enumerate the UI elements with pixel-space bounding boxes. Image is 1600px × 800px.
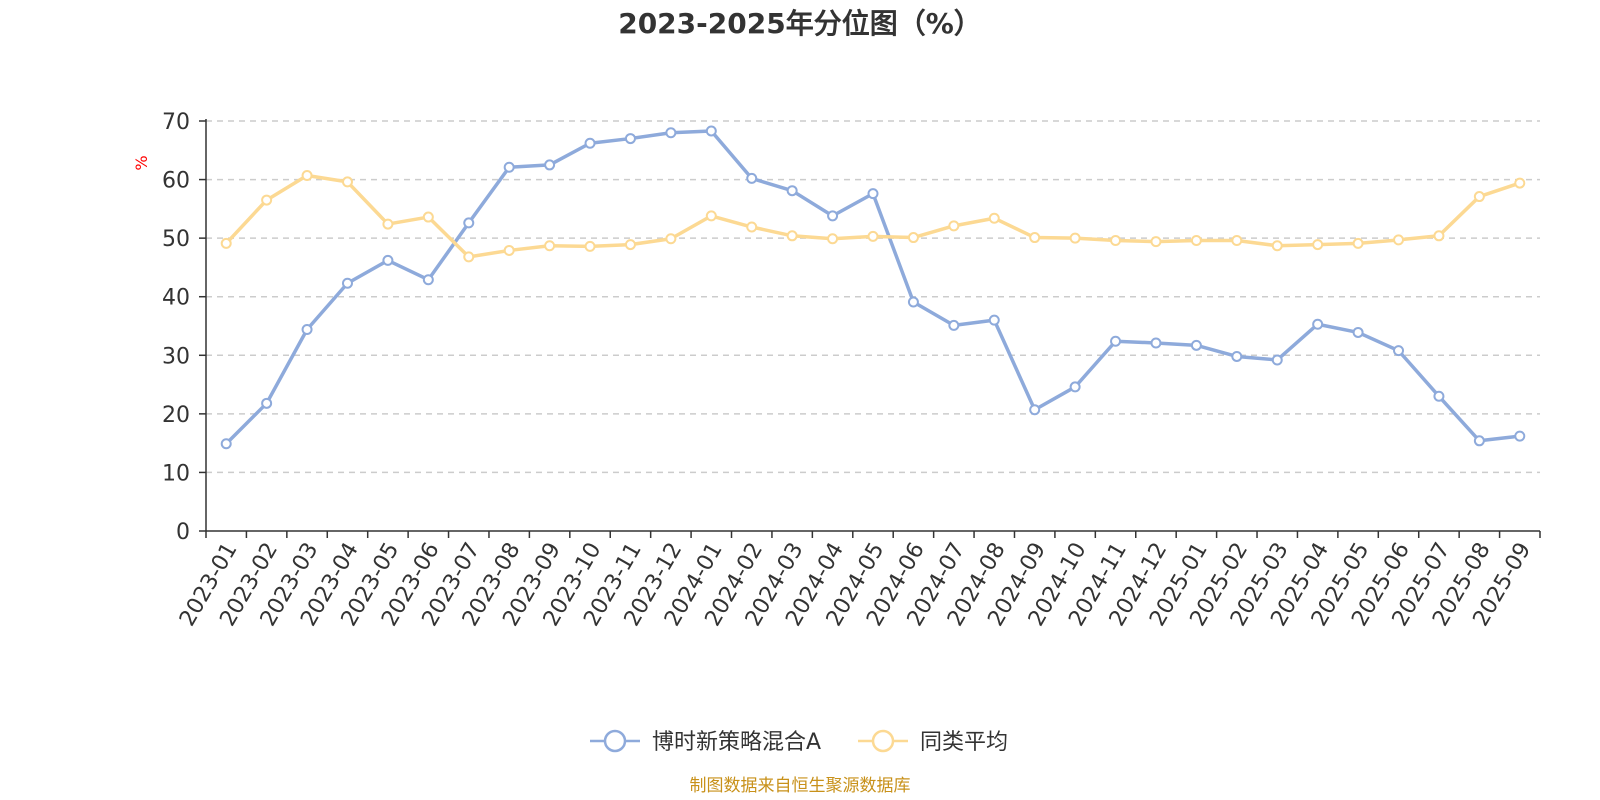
data-point[interactable] [544,240,556,252]
data-point[interactable] [827,210,839,222]
data-point[interactable] [1352,326,1364,338]
grid-lines [206,120,1540,474]
data-point[interactable] [1029,404,1041,416]
y-axis-unit-label: % [132,155,151,170]
data-point[interactable] [584,240,596,252]
data-point[interactable] [463,217,475,229]
data-point[interactable] [1069,232,1081,244]
legend-item-1[interactable]: 博时新策略混合A [590,729,821,755]
y-tick-label: 30 [162,344,190,369]
data-point[interactable] [341,176,353,188]
data-point[interactable] [948,319,960,331]
data-point[interactable] [301,169,313,181]
data-point[interactable] [1271,354,1283,366]
data-point[interactable] [584,137,596,149]
data-point[interactable] [220,438,232,450]
data-point[interactable] [261,194,273,206]
data-point[interactable] [786,185,798,197]
data-point[interactable] [827,233,839,245]
data-point[interactable] [463,251,475,263]
data-point[interactable] [1190,234,1202,246]
data-point[interactable] [867,230,879,242]
data-point[interactable] [1514,177,1526,189]
data-point[interactable] [948,220,960,232]
data-point[interactable] [746,221,758,233]
data-point[interactable] [705,210,717,222]
data-point[interactable] [220,237,232,249]
data-point[interactable] [988,314,1000,326]
y-tick-label: 40 [162,286,190,311]
data-point[interactable] [341,277,353,289]
legend-marker-icon [603,729,627,753]
y-tick-labels: 0 10 20 30 40 50 60 70 [162,110,190,545]
y-tick-label: 50 [162,227,190,252]
legend[interactable]: 博时新策略混合A 同类平均 [590,729,1008,755]
y-tick-label: 70 [162,110,190,135]
data-point[interactable] [422,274,434,286]
legend-label: 博时新策略混合A [652,730,821,755]
data-point[interactable] [1514,430,1526,442]
source-note: 制图数据来自恒生聚源数据库 [690,776,911,796]
data-point[interactable] [1312,239,1324,251]
data-point[interactable] [746,172,758,184]
legend-label: 同类平均 [920,730,1008,755]
data-point[interactable] [907,232,919,244]
data-point[interactable] [1150,337,1162,349]
y-tick-label: 10 [162,461,190,486]
data-point[interactable] [422,211,434,223]
data-point[interactable] [503,244,515,256]
data-point[interactable] [261,397,273,409]
data-point[interactable] [1110,335,1122,347]
data-point[interactable] [907,296,919,308]
x-tick-labels: 2023-012023-022023-032023-042023-052023-… [175,539,1536,631]
data-point[interactable] [382,254,394,266]
legend-marker-icon [871,729,895,753]
axes [199,119,1541,538]
series-line-2 [224,173,1522,259]
data-point[interactable] [1150,236,1162,248]
data-point[interactable] [1433,390,1445,402]
data-point[interactable] [665,127,677,139]
data-point[interactable] [624,133,636,145]
data-point[interactable] [1433,230,1445,242]
data-point[interactable] [503,161,515,173]
data-point[interactable] [382,218,394,230]
data-point[interactable] [1110,234,1122,246]
chart-title: 2023-2025年分位图（%） [618,7,982,40]
data-point[interactable] [1352,237,1364,249]
data-point[interactable] [1190,339,1202,351]
data-point[interactable] [1069,381,1081,393]
data-point[interactable] [1231,234,1243,246]
data-point[interactable] [665,233,677,245]
data-point[interactable] [624,239,636,251]
legend-item-2[interactable]: 同类平均 [858,729,1008,755]
data-point[interactable] [1029,232,1041,244]
data-point[interactable] [1473,435,1485,447]
data-point[interactable] [1393,234,1405,246]
data-point[interactable] [301,324,313,336]
data-point[interactable] [1473,191,1485,203]
data-point[interactable] [786,230,798,242]
y-tick-label: 60 [162,169,190,194]
data-point[interactable] [544,159,556,171]
data-point[interactable] [1271,240,1283,252]
series-lines [220,125,1526,450]
series-line-1 [224,129,1522,446]
data-point[interactable] [1393,345,1405,357]
data-point[interactable] [705,125,717,137]
data-point[interactable] [1231,350,1243,362]
data-point[interactable] [988,212,1000,224]
y-tick-label: 20 [162,403,190,428]
y-tick-label: 0 [176,520,190,545]
data-point[interactable] [1312,318,1324,330]
data-point[interactable] [867,188,879,200]
